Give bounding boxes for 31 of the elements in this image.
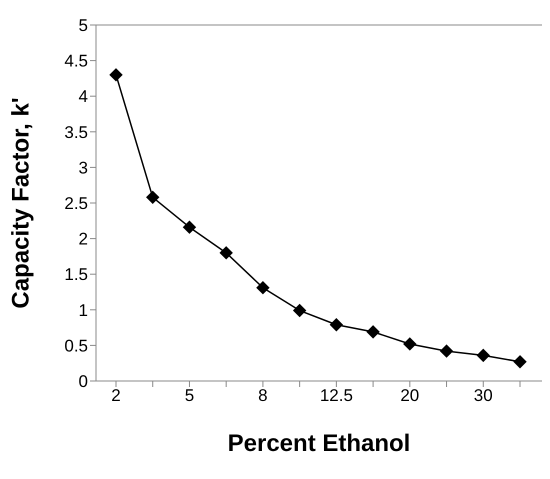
- point: [440, 344, 454, 358]
- x-tick-label: 2: [111, 386, 121, 406]
- point: [220, 246, 233, 260]
- point: [403, 337, 416, 350]
- x-tick-label: 20: [400, 386, 420, 406]
- point: [293, 304, 306, 318]
- x-tick-label: 12.5: [320, 386, 353, 406]
- y-tick-label: 5: [78, 16, 88, 36]
- y-tick-label: 3: [78, 158, 88, 178]
- y-tick-label: 0.5: [64, 336, 88, 356]
- x-tick-label: 8: [258, 386, 268, 406]
- point: [366, 325, 380, 338]
- y-tick-label: 4: [78, 87, 88, 106]
- point: [330, 318, 343, 332]
- y-tick-label: 2.5: [64, 194, 88, 214]
- y-axis-title: Capacity Factor, k': [8, 97, 35, 309]
- x-axis-title: Percent Ethanol: [228, 430, 410, 457]
- point: [514, 355, 526, 368]
- point: [256, 281, 270, 294]
- y-tick-label: 3.5: [64, 122, 88, 142]
- point: [476, 348, 490, 362]
- point: [110, 68, 122, 82]
- x-tick-label: 5: [184, 386, 194, 406]
- point: [182, 220, 196, 234]
- y-tick-label: 2: [78, 230, 88, 249]
- point: [146, 190, 160, 204]
- y-tick-label: 1.5: [64, 265, 88, 284]
- x-tick-label: 30: [474, 386, 493, 406]
- y-tick-label: 0: [78, 372, 88, 392]
- y-tick-label: 1: [78, 300, 88, 320]
- y-tick-label: 4.5: [64, 52, 88, 71]
